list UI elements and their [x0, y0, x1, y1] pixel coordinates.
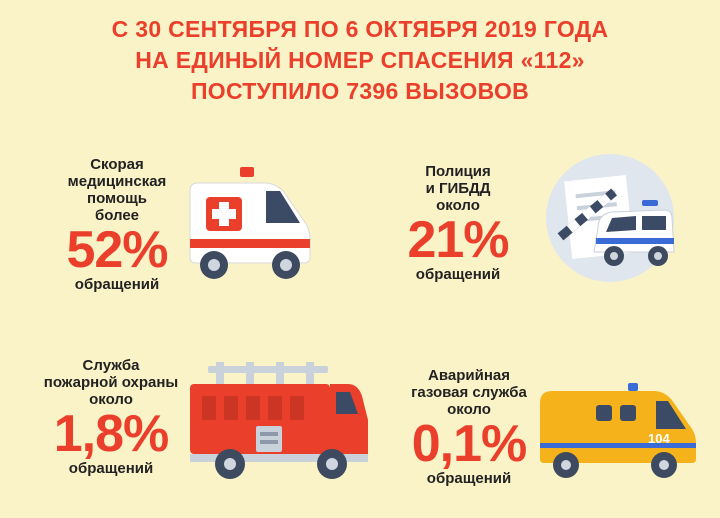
- fire-suffix: обращений: [68, 460, 154, 477]
- ambulance-label: Скорая медицинская помощь более: [67, 156, 167, 224]
- fire-label: Служба пожарной охраны около: [43, 357, 179, 408]
- police-car-icon: [542, 152, 678, 284]
- gas-van-icon: 104: [536, 383, 700, 483]
- fire-percent: 1,8%: [53, 405, 170, 463]
- police-suffix: обращений: [415, 266, 501, 283]
- gas-percent: 0,1%: [411, 415, 528, 473]
- gas-stat: Аварийная газовая служба около 0,1% обра…: [398, 367, 540, 487]
- van-number: 104: [648, 431, 670, 446]
- ambulance-stat: Скорая медицинская помощь более 52% обра…: [42, 156, 192, 293]
- fire-stat: Служба пожарной охраны около 1,8% обраще…: [36, 357, 186, 477]
- page-title: С 30 СЕНТЯБРЯ ПО 6 ОКТЯБРЯ 2019 ГОДА НА …: [0, 14, 720, 107]
- police-percent: 21%: [407, 211, 509, 269]
- ambulance-icon: [186, 165, 326, 283]
- police-label: Полиция и ГИБДД около: [425, 163, 491, 214]
- police-stat: Полиция и ГИБДД около 21% обращений: [398, 163, 518, 283]
- fire-truck-icon: [186, 362, 372, 484]
- title-line-2: НА ЕДИНЫЙ НОМЕР СПАСЕНИЯ «112»: [135, 47, 585, 73]
- title-line-1: С 30 СЕНТЯБРЯ ПО 6 ОКТЯБРЯ 2019 ГОДА: [111, 16, 609, 42]
- title-line-3: ПОСТУПИЛО 7396 ВЫЗОВОВ: [190, 78, 530, 104]
- ambulance-percent: 52%: [66, 221, 168, 279]
- ambulance-suffix: обращений: [74, 276, 160, 293]
- gas-suffix: обращений: [426, 470, 512, 487]
- gas-label: Аварийная газовая служба около: [411, 367, 527, 418]
